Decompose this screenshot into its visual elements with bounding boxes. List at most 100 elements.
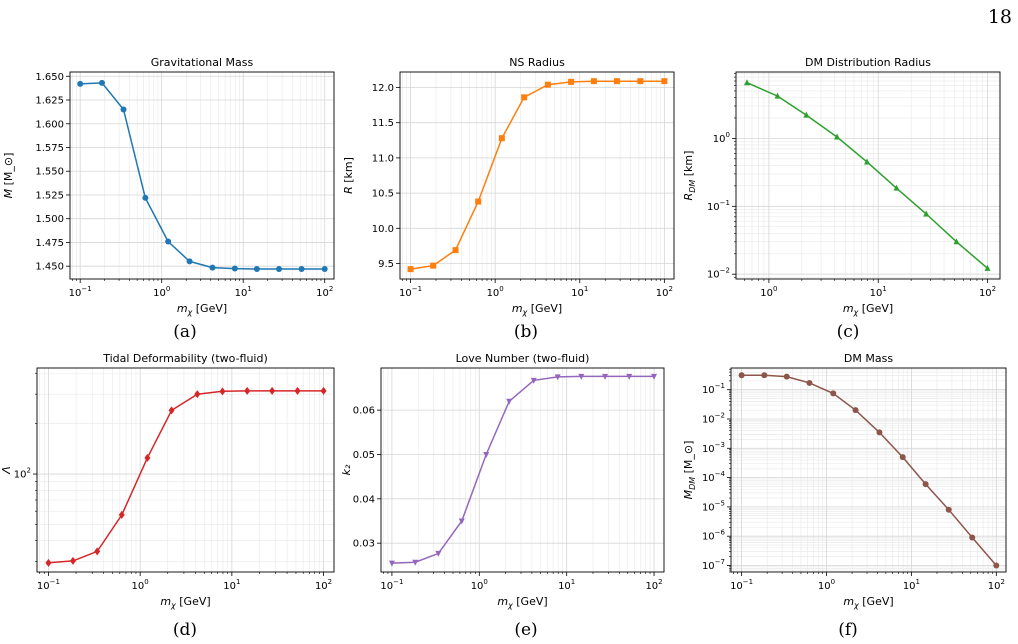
y-tick-label: 1.450 <box>35 262 64 273</box>
data-point <box>45 558 52 567</box>
x-axis-label-sub: χ <box>170 601 176 610</box>
y-tick-label-exp: −2 <box>715 411 725 419</box>
y-tick-label: 1.600 <box>35 119 64 130</box>
y-axis-label-base: M <box>2 188 15 198</box>
grid <box>400 72 674 281</box>
data-point <box>298 266 305 273</box>
data-point <box>761 372 768 379</box>
data-point <box>142 194 149 201</box>
data-point <box>876 429 883 436</box>
data-point <box>209 264 216 271</box>
data-point <box>984 264 991 271</box>
y-tick-label: 10.0 <box>372 224 394 235</box>
data-point <box>852 407 859 414</box>
y-tick-label-base: 10 <box>713 134 726 145</box>
x-tick-label-base: 10 <box>979 288 992 299</box>
y-axis-label: Λ <box>0 466 13 475</box>
y-axis-label-rest: [km] <box>682 151 695 180</box>
x-axis-label-base: m <box>497 595 508 608</box>
data-point <box>498 135 505 142</box>
y-tick-label: 1.625 <box>35 96 64 107</box>
plot-frame <box>735 71 1001 280</box>
x-tick-label: 10−1 <box>69 285 92 299</box>
data-point <box>320 386 327 395</box>
plot-frame <box>69 71 335 280</box>
x-tick-label-base: 10 <box>315 581 328 592</box>
y-tick-label: 10−7 <box>702 558 725 572</box>
x-tick-label-exp: 2 <box>992 285 996 293</box>
y-tick-label-base: 10 <box>707 270 720 281</box>
x-axis-label-base: m <box>843 595 854 608</box>
data-point <box>506 398 513 405</box>
x-tick-label-exp: 2 <box>1000 578 1004 586</box>
x-tick-label-exp: 0 <box>831 578 835 586</box>
grid <box>729 368 1006 574</box>
x-tick-label: 100 <box>471 578 488 592</box>
data-point <box>407 266 414 273</box>
data-point <box>544 81 551 88</box>
y-tick-label: 10.5 <box>372 189 394 200</box>
x-tick-label-base: 10 <box>571 288 584 299</box>
x-tick-label-exp: 0 <box>144 578 148 586</box>
x-tick-label: 102 <box>656 285 673 299</box>
x-axis-label-base: m <box>843 302 854 315</box>
x-tick-label-exp: 1 <box>916 578 920 586</box>
grid <box>35 368 334 574</box>
x-tick-label: 101 <box>558 578 575 592</box>
y-tick-label-exp: −2 <box>720 267 730 275</box>
data-point <box>661 78 668 85</box>
y-tick-label: 102 <box>14 467 31 481</box>
x-tick-label-exp: 1 <box>247 285 251 293</box>
y-tick-label-base: 10 <box>702 502 715 513</box>
data-point <box>321 266 328 273</box>
y-tick-label: 10−5 <box>702 499 725 513</box>
y-axis-label: RDM [km] <box>682 151 697 201</box>
y-tick-label: 11.5 <box>372 118 394 129</box>
chart-title: Gravitational Mass <box>151 56 254 69</box>
data-point <box>803 111 810 118</box>
data-point <box>430 262 437 269</box>
data-point <box>244 386 251 395</box>
x-tick-label-base: 10 <box>818 581 831 592</box>
x-tick-label-exp: 1 <box>571 578 575 586</box>
data-point <box>899 454 906 461</box>
x-axis-label: mχ [GeV] <box>843 595 893 610</box>
series-line <box>410 80 665 270</box>
data-point <box>969 534 976 541</box>
x-tick-label: 10−1 <box>380 578 403 592</box>
x-tick-label: 101 <box>903 578 920 592</box>
x-axis-label: mχ [GeV] <box>177 302 227 317</box>
x-tick-label: 102 <box>315 578 332 592</box>
y-tick-label: 10−2 <box>702 411 725 425</box>
chart-title: Tidal Deformability (two-fluid) <box>102 352 268 365</box>
caption-b: (b) <box>513 322 539 342</box>
y-axis-label-rest: [M_⊙] <box>682 441 695 477</box>
y-axis-label-base: Λ <box>0 466 13 475</box>
chart-title: DM Mass <box>844 352 893 365</box>
y-tick-label-exp: 0 <box>726 131 730 139</box>
plot-frame <box>380 367 665 573</box>
y-axis-label-sub: DM <box>688 477 697 490</box>
data-point <box>276 266 283 273</box>
y-axis-label-sub: DM <box>688 180 697 193</box>
x-tick-label: 10−1 <box>730 578 753 592</box>
x-tick-label-exp: 0 <box>483 578 487 586</box>
y-axis-label-base: M <box>682 489 695 499</box>
x-tick-label: 100 <box>132 578 149 592</box>
y-tick-label: 1.650 <box>35 72 64 83</box>
y-axis-label: R [km] <box>342 157 355 194</box>
y-tick-label: 1.475 <box>35 238 64 249</box>
y-axis-label: MDM [M_⊙] <box>682 441 697 500</box>
x-tick-label: 102 <box>316 285 333 299</box>
x-axis-label-rest: [GeV] <box>176 595 211 608</box>
y-tick-label: 0.06 <box>353 406 375 417</box>
y-tick-label: 10−4 <box>702 470 726 484</box>
data-point <box>637 78 644 85</box>
plot-frame <box>36 367 335 573</box>
x-tick-label-base: 10 <box>487 288 500 299</box>
x-tick-label: 100 <box>153 285 170 299</box>
